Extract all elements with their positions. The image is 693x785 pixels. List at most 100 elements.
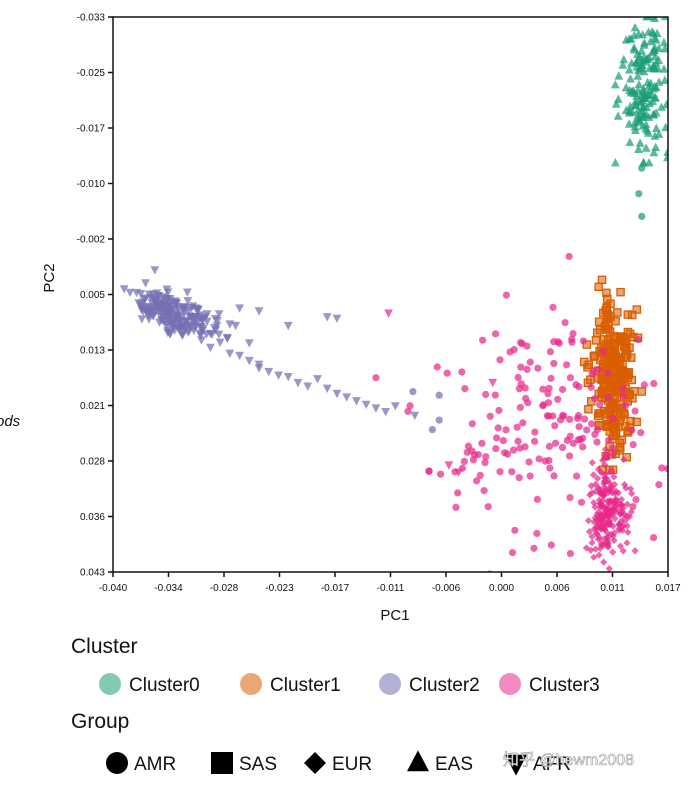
data-point-afr-cluster3 [384, 309, 393, 318]
data-point-afr-cluster2 [254, 307, 264, 316]
data-point-amr-cluster3 [539, 402, 547, 410]
data-point-eas-cluster0 [636, 98, 646, 107]
data-point-amr-cluster3 [535, 636, 542, 643]
data-point-afr-cluster2 [186, 303, 196, 313]
data-point-afr-cluster2 [163, 288, 173, 297]
data-point-afr-cluster2 [225, 349, 235, 358]
data-point-eas-cluster0 [651, 35, 661, 44]
cluster-legend-item-cluster3[interactable]: Cluster3 [499, 673, 600, 696]
y-tick-label: 0.021 [80, 401, 105, 412]
data-point-amr-cluster3 [565, 452, 574, 460]
data-point-eur-cluster3 [626, 485, 635, 493]
data-point-sas-cluster1 [595, 325, 605, 335]
data-point-sas-cluster1 [610, 340, 620, 350]
data-point-amr-cluster3 [593, 425, 602, 434]
data-point-eas-cluster0 [638, 103, 648, 112]
data-point-eas-cluster0 [624, 65, 634, 74]
group-legend-item-eas[interactable]: EAS [407, 750, 473, 775]
data-point-eas-cluster0 [634, 29, 644, 38]
data-point-amr-cluster3 [494, 424, 502, 432]
side-label: ods [0, 413, 21, 430]
data-point-afr-cluster2 [171, 298, 181, 308]
data-point-sas-cluster1 [584, 404, 593, 414]
data-point-eur-cluster3 [594, 465, 603, 473]
data-point-afr-cluster2 [254, 360, 264, 369]
group-legend-item-sas[interactable]: SAS [211, 752, 277, 775]
data-point-amr-cluster3 [443, 369, 451, 377]
data-point-amr-cluster3 [551, 439, 560, 447]
data-point-eas-cluster0 [629, 45, 639, 54]
cluster-legend-item-cluster1[interactable]: Cluster1 [240, 673, 341, 696]
data-point-eas-cluster0 [651, 123, 661, 133]
data-point-amr-cluster3 [558, 443, 567, 452]
data-point-afr-cluster2 [183, 297, 193, 306]
data-point-amr-cluster3 [544, 399, 553, 407]
data-point-afr-cluster2 [215, 338, 225, 348]
data-point-amr-cluster3 [637, 429, 645, 437]
data-point-afr-cluster2 [390, 402, 400, 411]
data-point-afr-cluster2 [155, 304, 165, 313]
data-point-amr-cluster3 [521, 394, 530, 402]
data-point-eur-cluster3 [610, 499, 618, 507]
cluster-legend-title: Cluster [71, 635, 138, 658]
data-point-amr-cluster3 [517, 380, 525, 388]
data-point-afr-cluster2 [361, 400, 371, 410]
data-point-amr-cluster3 [468, 420, 476, 428]
data-point-amr-cluster0 [638, 164, 646, 172]
group-legend-item-eur[interactable]: EUR [304, 752, 372, 775]
cluster-legend-item-cluster2[interactable]: Cluster2 [379, 673, 480, 696]
data-point-amr-cluster3 [516, 444, 524, 452]
data-point-eur-cluster3 [631, 547, 639, 555]
data-point-sas-cluster1 [604, 382, 613, 392]
data-point-eur-cluster3 [588, 489, 596, 497]
data-point-eur-cluster3 [588, 539, 596, 547]
data-point-eur-cluster3 [584, 517, 593, 525]
group-legend-label: AMR [134, 754, 176, 775]
data-point-amr-cluster3 [579, 337, 588, 345]
data-point-eas-cluster0 [625, 137, 635, 146]
data-point-afr-cluster2 [125, 288, 135, 298]
data-point-amr-cluster3 [563, 436, 571, 444]
data-point-eas-cluster0 [635, 138, 645, 147]
data-point-eas-cluster0 [624, 34, 634, 43]
data-point-eur-cluster3 [623, 539, 631, 547]
data-point-sas-cluster1 [590, 351, 599, 360]
data-point-eur-cluster3 [618, 508, 626, 516]
data-point-eas-cluster0 [636, 90, 646, 100]
data-point-eas-cluster0 [661, 122, 668, 132]
data-point-amr-cluster3 [649, 534, 658, 542]
data-point-eur-cluster3 [599, 490, 607, 499]
group-legend-item-amr[interactable]: AMR [106, 752, 176, 775]
data-point-amr-cluster3 [464, 442, 472, 450]
data-point-eur-cluster3 [599, 456, 607, 464]
cluster-legend-item-cluster0[interactable]: Cluster0 [99, 673, 200, 696]
data-point-amr-cluster3 [372, 374, 380, 382]
data-point-afr-cluster2 [148, 312, 158, 321]
data-point-amr-cluster3 [515, 474, 523, 482]
data-point-eur-cluster3 [591, 480, 600, 488]
data-point-afr-cluster2 [322, 313, 332, 322]
group-legend-item-afr[interactable]: AFR [505, 754, 571, 776]
data-point-eur-cluster3 [619, 547, 627, 555]
data-point-eur-cluster3 [614, 489, 622, 497]
data-point-amr-cluster3 [544, 412, 553, 420]
data-point-afr-cluster2 [149, 295, 159, 304]
data-point-afr-cluster2 [197, 336, 206, 345]
data-point-eas-cluster0 [631, 100, 641, 110]
data-point-afr-cluster2 [178, 331, 188, 340]
data-point-eur-cluster3 [615, 521, 623, 529]
data-point-afr-cluster2 [192, 313, 201, 322]
data-point-amr-cluster3 [599, 348, 607, 356]
data-point-afr-cluster2 [381, 408, 391, 417]
data-point-afr-cluster2 [185, 312, 194, 321]
data-point-amr-cluster3 [544, 390, 552, 398]
data-point-eas-cluster0 [677, 116, 686, 124]
data-point-eur-cluster3 [627, 508, 635, 516]
data-point-eur-cluster3 [582, 544, 590, 552]
data-point-eas-cluster0 [641, 143, 651, 152]
y-tick-label: 0.028 [80, 457, 105, 468]
data-point-afr-cluster2 [214, 310, 224, 319]
data-point-eas-cluster0 [637, 60, 647, 69]
data-point-eas-cluster0 [645, 98, 655, 108]
data-point-amr-cluster2 [428, 425, 436, 434]
